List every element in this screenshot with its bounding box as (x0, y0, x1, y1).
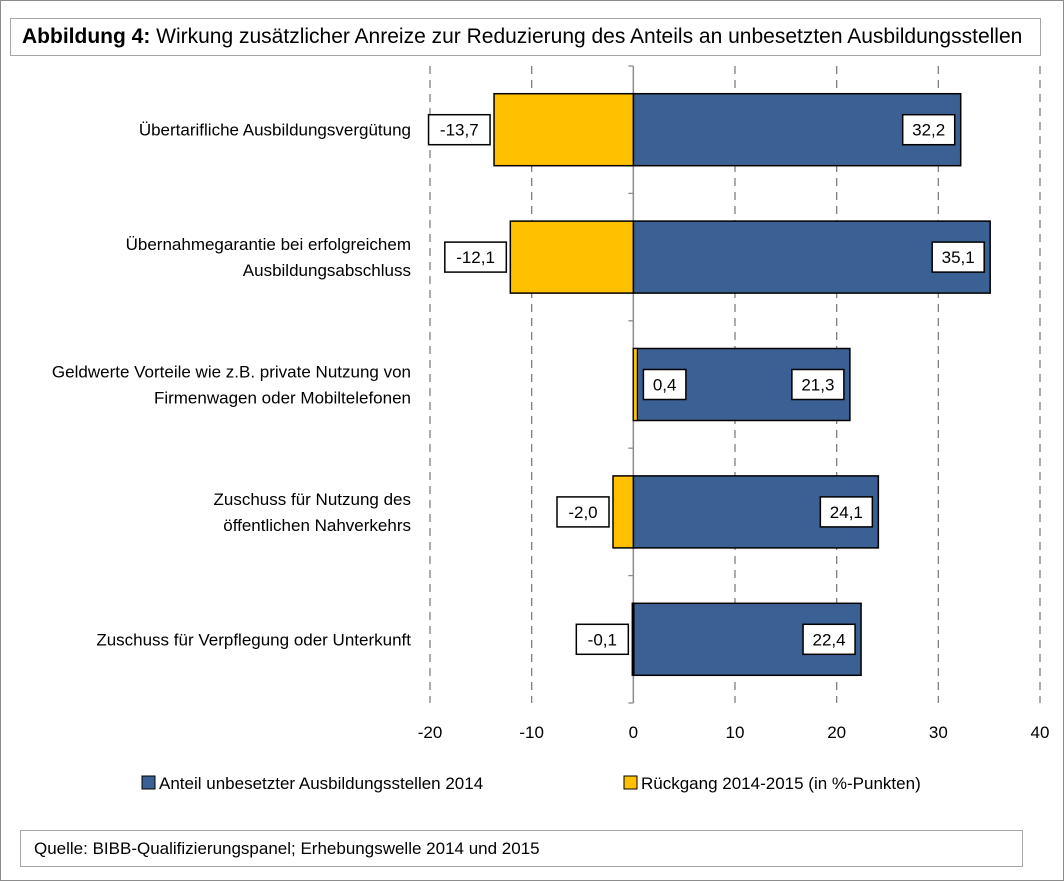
data-label-rueckgang-box (575, 623, 630, 656)
data-label-anteil: 21,3 (801, 376, 834, 395)
source-note: Quelle: BIBB-Qualifizierungspanel; Erheb… (20, 830, 1023, 867)
data-label-anteil: 22,4 (813, 630, 846, 649)
figure-title: Abbildung 4: Wirkung zusätzlicher Anreiz… (10, 18, 1041, 56)
figure-title-text: Wirkung zusätzlicher Anreize zur Reduzie… (150, 25, 1023, 48)
bar-rueckgang (632, 347, 638, 422)
x-tick-label: 40 (1031, 723, 1050, 742)
legend-swatch-rueckgang (623, 775, 638, 790)
bar-anteil-2014 (632, 220, 991, 294)
category-label: Übertarifliche Ausbildungsvergütung (139, 121, 411, 140)
category-label: Zuschuss für Verpflegung oder Unterkunft (96, 630, 411, 649)
x-tick-label: 30 (929, 723, 948, 742)
bar-rueckgang (631, 602, 635, 677)
data-label-anteil-box (931, 241, 985, 273)
data-label-rueckgang: -2,0 (568, 503, 597, 522)
category-label: Ausbildungsabschluss (243, 261, 411, 280)
category-label: Firmenwagen oder Mobiltelefonen (154, 389, 411, 408)
data-label-rueckgang: 0,4 (653, 376, 677, 395)
legend-label-rueckgang: Rückgang 2014-2015 (in %-Punkten) (641, 774, 921, 793)
data-label-rueckgang: -13,7 (440, 121, 479, 140)
category-label: Übernahmegarantie bei erfolgreichem (126, 235, 411, 254)
data-label-rueckgang-box (642, 368, 687, 401)
data-label-rueckgang-box (556, 496, 610, 528)
data-label-anteil: 32,2 (912, 121, 945, 140)
legend-label-anteil: Anteil unbesetzter Ausbildungsstellen 20… (159, 774, 483, 793)
x-tick-label: -10 (519, 723, 544, 742)
data-label-rueckgang: -0,1 (588, 630, 617, 649)
category-label: Zuschuss für Nutzung des (214, 490, 411, 509)
data-label-rueckgang-box (427, 113, 491, 146)
figure-title-bold: Abbildung 4: (22, 25, 151, 48)
legend-swatch-anteil (141, 775, 156, 790)
bar-anteil-2014 (632, 602, 862, 677)
data-label-anteil-box (901, 113, 956, 146)
x-tick-label: 20 (827, 723, 846, 742)
data-label-rueckgang: -12,1 (456, 248, 495, 267)
bar-rueckgang (509, 220, 635, 294)
x-tick-label: 0 (629, 723, 638, 742)
x-tick-label: -20 (418, 723, 443, 742)
data-label-rueckgang-box (444, 241, 508, 273)
data-label-anteil-box (819, 496, 874, 528)
category-label: öffentlichen Nahverkehrs (223, 516, 411, 535)
x-tick-label: 10 (726, 723, 745, 742)
data-label-anteil: 24,1 (830, 503, 863, 522)
data-label-anteil-box (791, 368, 845, 401)
bar-rueckgang (493, 92, 635, 167)
category-label: Geldwerte Vorteile wie z.B. private Nutz… (52, 363, 411, 382)
bar-rueckgang (612, 475, 635, 549)
data-label-anteil: 35,1 (942, 248, 975, 267)
data-label-anteil-box (802, 623, 856, 656)
